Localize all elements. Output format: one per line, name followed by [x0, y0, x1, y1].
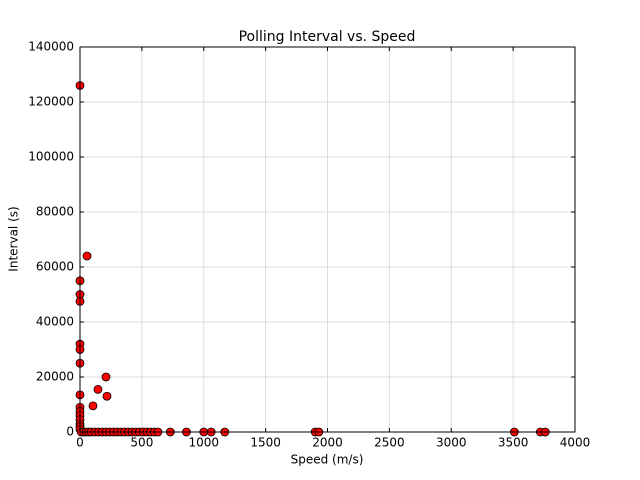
- x-tick-label: 500: [130, 436, 153, 450]
- point: [88, 401, 98, 411]
- chart-title: Polling Interval vs. Speed: [239, 29, 416, 45]
- y-tick-label: 40000: [36, 315, 74, 329]
- x-tick-label: 2500: [374, 436, 405, 450]
- x-tick-label: 3500: [498, 436, 529, 450]
- plot-frame: [79, 46, 576, 433]
- x-tick-label: 0: [76, 436, 84, 450]
- x-axis-label: Speed (m/s): [291, 453, 364, 467]
- y-tick-label: 140000: [28, 40, 74, 54]
- point: [101, 372, 111, 382]
- x-tick-label: 4000: [560, 436, 591, 450]
- y-tick-label: 0: [66, 425, 74, 439]
- x-tick-label: 1000: [188, 436, 219, 450]
- y-tick-label: 20000: [36, 370, 74, 384]
- x-tick-label: 2000: [312, 436, 343, 450]
- point: [102, 391, 112, 401]
- point: [93, 384, 103, 394]
- y-tick-label: 80000: [36, 205, 74, 219]
- y-axis-label: Interval (s): [7, 206, 21, 271]
- x-tick-label: 1500: [250, 436, 281, 450]
- y-tick-label: 100000: [28, 150, 74, 164]
- y-tick-label: 120000: [28, 95, 74, 109]
- point: [82, 251, 92, 261]
- x-tick-label: 3000: [436, 436, 467, 450]
- y-tick-label: 60000: [36, 260, 74, 274]
